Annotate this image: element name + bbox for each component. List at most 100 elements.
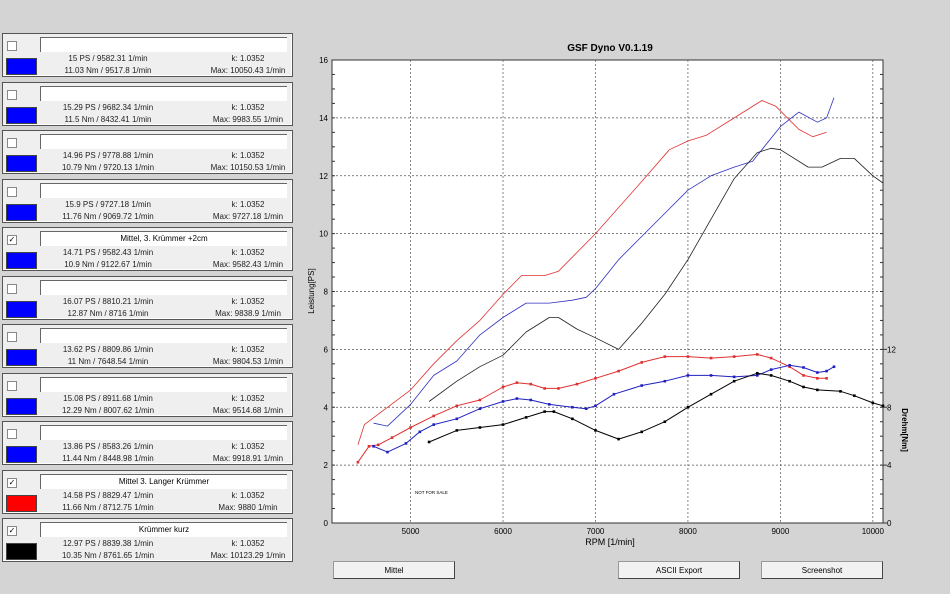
run-name-field[interactable] bbox=[40, 328, 287, 343]
color-swatch[interactable] bbox=[6, 397, 37, 415]
run-name-field[interactable]: Mittel 3. Langer Krümmer bbox=[40, 473, 287, 489]
torque-marker bbox=[575, 382, 579, 386]
torque-marker bbox=[732, 375, 736, 379]
max-torque: 11.66 Nm / 8712.75 1/min bbox=[62, 502, 154, 512]
color-swatch[interactable] bbox=[6, 349, 37, 366]
torque-marker bbox=[709, 392, 713, 396]
max-torque: 11.03 Nm / 9517.8 1/min bbox=[64, 66, 152, 75]
torque-marker bbox=[663, 379, 667, 383]
run-name-field[interactable] bbox=[40, 134, 287, 149]
run-checkbox[interactable] bbox=[7, 429, 17, 439]
run-checkbox[interactable] bbox=[7, 41, 17, 51]
torque-marker bbox=[732, 355, 736, 358]
x-tick-label: 8000 bbox=[679, 527, 697, 536]
max-rpm: Max: 9804.53 1/min bbox=[212, 357, 284, 366]
run-name-field[interactable] bbox=[40, 85, 287, 101]
run-checkbox[interactable] bbox=[7, 89, 17, 100]
run-entry: 15.9 PS / 9727.18 1/min 11.76 Nm / 9069.… bbox=[2, 178, 293, 223]
color-swatch[interactable] bbox=[6, 203, 37, 221]
torque-marker bbox=[478, 426, 482, 429]
torque-marker bbox=[816, 388, 819, 392]
run-name-field[interactable] bbox=[40, 376, 287, 392]
max-rpm: Max: 10150.53 1/min bbox=[210, 163, 286, 172]
y2-tick-label: 8 bbox=[887, 403, 892, 412]
run-entry: 16.07 PS / 8810.21 1/min 12.87 Nm / 8716… bbox=[2, 275, 293, 320]
run-checkbox[interactable] bbox=[7, 283, 17, 294]
max-torque: 12.29 Nm / 8007.62 1/min bbox=[61, 405, 155, 415]
k-factor: k: 1.0352 bbox=[231, 248, 265, 257]
torque-marker bbox=[663, 355, 667, 358]
torque-marker bbox=[594, 429, 597, 432]
dyno-chart: GSF Dyno V0.1.19 5000 6000 7000 8000 9000 100… bbox=[307, 43, 909, 547]
max-power: 13.62 PS / 8809.86 1/min bbox=[62, 345, 154, 354]
max-torque: 10.79 Nm / 9720.13 1/min bbox=[61, 163, 155, 172]
run-entry: 15.29 PS / 9682.34 1/min 11.5 Nm / 8432.… bbox=[2, 81, 293, 126]
color-swatch[interactable] bbox=[6, 58, 37, 75]
max-power: 15 PS / 9582.31 1/min bbox=[68, 54, 148, 63]
run-checkbox[interactable] bbox=[7, 332, 17, 342]
run-checkbox[interactable]: ✓ bbox=[7, 526, 17, 536]
color-swatch[interactable] bbox=[6, 543, 37, 560]
torque-marker bbox=[529, 382, 533, 386]
torque-marker bbox=[802, 385, 805, 389]
torque-marker bbox=[478, 407, 482, 410]
run-checkbox[interactable] bbox=[7, 186, 17, 197]
run-entry: ✓ Krümmer kurz 12.97 PS / 8839.38 1/min … bbox=[2, 518, 293, 562]
mittel-button[interactable]: Mittel bbox=[333, 561, 455, 579]
run-checkbox[interactable] bbox=[7, 380, 17, 391]
max-rpm: Max: 9880 1/min bbox=[218, 502, 278, 512]
run-entry: 13.62 PS / 8809.86 1/min 11 Nm / 7648.54… bbox=[2, 324, 293, 368]
y-tick-label: 4 bbox=[324, 403, 329, 412]
torque-marker bbox=[571, 417, 574, 421]
color-swatch[interactable] bbox=[6, 106, 37, 124]
torque-marker bbox=[755, 371, 759, 375]
color-swatch[interactable] bbox=[6, 155, 37, 172]
run-entry: 15.08 PS / 8911.68 1/min 12.29 Nm / 8007… bbox=[2, 372, 293, 417]
color-swatch[interactable] bbox=[6, 446, 37, 463]
torque-marker bbox=[839, 390, 842, 393]
run-checkbox[interactable] bbox=[7, 138, 17, 148]
run-name-field[interactable] bbox=[40, 37, 287, 52]
torque-marker bbox=[686, 405, 690, 409]
run-name-field[interactable] bbox=[40, 279, 287, 295]
max-torque: 11.76 Nm / 9069.72 1/min bbox=[62, 211, 154, 221]
torque-marker bbox=[557, 387, 560, 390]
run-checkbox[interactable]: ✓ bbox=[7, 477, 17, 488]
torque-marker bbox=[478, 398, 482, 402]
torque-marker bbox=[788, 379, 791, 383]
torque-marker bbox=[612, 392, 616, 396]
color-swatch[interactable] bbox=[6, 252, 37, 269]
screenshot-button[interactable]: Screenshot bbox=[761, 561, 883, 579]
torque-marker bbox=[529, 398, 533, 402]
torque-marker bbox=[409, 426, 412, 429]
max-power: 14.71 PS / 9582.43 1/min bbox=[62, 248, 154, 257]
k-factor: k: 1.0352 bbox=[231, 151, 265, 160]
x-axis-label: RPM [1/min] bbox=[585, 537, 635, 547]
check-icon: ✓ bbox=[8, 477, 16, 487]
run-name-field[interactable]: Mittel, 3. Krümmer +2cm bbox=[40, 231, 287, 246]
max-power: 15.08 PS / 8911.68 1/min bbox=[63, 393, 153, 403]
run-checkbox[interactable]: ✓ bbox=[7, 235, 17, 245]
torque-marker bbox=[640, 384, 644, 387]
max-rpm: Max: 9918.91 1/min bbox=[212, 454, 284, 463]
run-name-field[interactable]: Krümmer kurz bbox=[40, 522, 287, 537]
ascii-export-button[interactable]: ASCII Export bbox=[618, 561, 740, 579]
y-tick-label: 6 bbox=[324, 345, 329, 354]
run-name-field[interactable] bbox=[40, 182, 287, 198]
torque-marker bbox=[832, 365, 836, 369]
torque-marker bbox=[853, 394, 856, 397]
color-swatch[interactable] bbox=[6, 494, 37, 512]
y-axis-label: Leistung[PS] bbox=[307, 268, 316, 313]
torque-marker bbox=[816, 371, 819, 374]
run-name-field[interactable] bbox=[40, 425, 287, 440]
max-rpm: Max: 9582.43 1/min bbox=[212, 260, 284, 269]
color-swatch[interactable] bbox=[6, 300, 37, 318]
max-rpm: Max: 9838.9 1/min bbox=[215, 308, 281, 318]
torque-marker bbox=[432, 414, 435, 418]
torque-marker bbox=[686, 374, 690, 377]
run-entry: 15 PS / 9582.31 1/min 11.03 Nm / 9517.8 … bbox=[2, 33, 293, 77]
torque-marker bbox=[547, 403, 551, 406]
k-factor: k: 1.0352 bbox=[231, 442, 265, 451]
torque-marker bbox=[802, 366, 805, 369]
torque-line bbox=[428, 372, 884, 443]
